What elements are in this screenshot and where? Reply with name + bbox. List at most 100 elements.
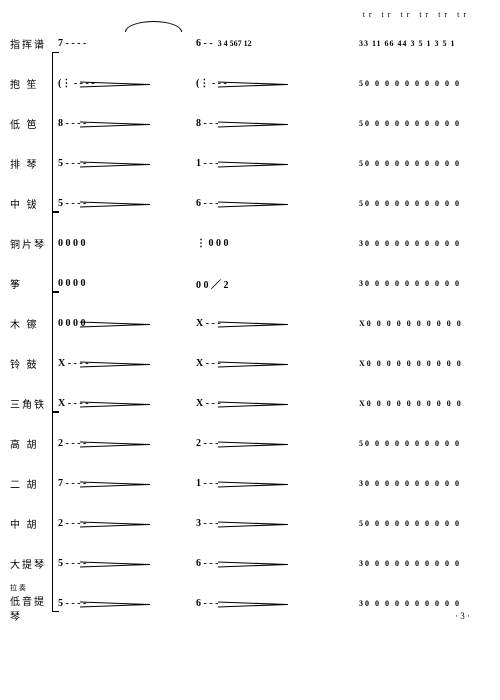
instr-label: 拉奏低音提琴 (10, 583, 50, 623)
notes: 50 0 0 0 0 0 0 0 0 0 (359, 519, 461, 528)
hairpin (80, 561, 150, 567)
segment-2: X - - - (188, 398, 351, 409)
staff: 5 - - - -6 - - -30 0 0 0 0 0 0 0 0 0 (50, 543, 500, 583)
hairpin (218, 521, 288, 527)
segment-1: 5 - - - - (50, 158, 188, 169)
notes: 30 0 0 0 0 0 0 0 0 0 (359, 279, 461, 288)
segment-1: 5 - - - - (50, 198, 188, 209)
group-bracket (52, 52, 59, 212)
segment-2: 3 - - - (188, 518, 351, 529)
instr-label: 铃 鼓 (10, 356, 50, 371)
segment-1: 2 - - - - (50, 518, 188, 529)
instr-label: 指挥谱 (10, 36, 50, 51)
rows-container: 抱 笙(⋮ - - - -(⋮ - - -50 0 0 0 0 0 0 0 0 … (10, 63, 490, 623)
instrument-row: 木 镲0 0 0 0X - - -X0 0 0 0 0 0 0 0 0 0 (10, 303, 490, 343)
staff: 8 - - - -8 - - - 50 0 0 0 0 0 0 0 0 0 (50, 103, 500, 143)
segment-2: ⋮ 0 0 0 (188, 238, 351, 249)
instr-label: 中 胡 (10, 516, 50, 531)
notes: X - - - (196, 358, 221, 369)
hairpin (80, 601, 150, 607)
instrument-row: 铃 鼓X - - - -X - - -X0 0 0 0 0 0 0 0 0 0 (10, 343, 490, 383)
instr-label: 铜片琴 (10, 236, 50, 251)
notes: 1 - - - (196, 478, 219, 489)
notes: X0 0 0 0 0 0 0 0 0 0 (359, 319, 463, 328)
group-bracket (52, 212, 59, 292)
page-number: · 3 · (455, 611, 470, 621)
instrument-row: 中 钹5 - - - -6 - - -50 0 0 0 0 0 0 0 0 0 (10, 183, 490, 223)
segment-2: 6 - - - (188, 558, 351, 569)
segment-2: (⋮ - - - (188, 78, 351, 89)
technique-note: 拉奏 (10, 583, 50, 593)
instr-label: 高 胡 (10, 436, 50, 451)
segment-2: 1 - - - (188, 478, 351, 489)
notes: X - - - (196, 318, 221, 329)
notes: 50 0 0 0 0 0 0 0 0 0 (359, 159, 461, 168)
group-bracket (52, 412, 59, 612)
notes-post: 3 4 567 12 (218, 39, 252, 48)
notes: X - - - (196, 398, 221, 409)
segment-1: 8 - - - - (50, 118, 188, 129)
notes: 0 0 0 0 (58, 238, 86, 249)
segment-2: X - - - (188, 358, 351, 369)
segment-1: 0 0 0 0 (50, 238, 188, 249)
instr-label: 排 琴 (10, 156, 50, 171)
segment-1: 5 - - - - (50, 598, 188, 609)
segment-1: 0 0 0 0 (50, 278, 188, 289)
hairpin (218, 561, 288, 567)
hairpin (218, 361, 288, 367)
staff: 2 - - - - 3 - - - 50 0 0 0 0 0 0 0 0 0 (50, 503, 500, 543)
hairpin (80, 81, 150, 87)
staff: 5 - - - - 6 - - - 30 0 0 0 0 0 0 0 0 0 (50, 583, 500, 623)
instr-label: 抱 笙 (10, 76, 50, 91)
segment-1: 5 - - - - (50, 558, 188, 569)
notes: 50 0 0 0 0 0 0 0 0 0 (359, 119, 461, 128)
hairpin (218, 601, 288, 607)
hairpin (218, 81, 288, 87)
instrument-row: 高 胡2 - - - - 2 - - - 50 0 0 0 0 0 0 0 0 0 (10, 423, 490, 463)
segment-1: 2 - - - - (50, 438, 188, 449)
top-marks: tr tr tr tr tr tr (10, 10, 490, 19)
notes: 50 0 0 0 0 0 0 0 0 0 (359, 439, 461, 448)
notes: 6 - - - (196, 598, 219, 609)
staff: X - - - -X - - -X0 0 0 0 0 0 0 0 0 0 (50, 343, 500, 383)
instrument-row: 中 胡2 - - - - 3 - - - 50 0 0 0 0 0 0 0 0 0 (10, 503, 490, 543)
notes: 6 - - - (196, 198, 219, 209)
hairpin (218, 441, 288, 447)
instrument-row: 二 胡7 - - - -1 - - -30 0 0 0 0 0 0 0 0 0 (10, 463, 490, 503)
segment-3: X0 0 0 0 0 0 0 0 0 0 (351, 399, 500, 408)
header-row: 指挥谱 7 - - - - 6 - - 3 4 567 12 33 11 66 … (10, 23, 490, 63)
notes: 30 0 0 0 0 0 0 0 0 0 (359, 599, 461, 608)
segment-3: 30 0 0 0 0 0 0 0 0 0 (351, 599, 500, 608)
notes: 30 0 0 0 0 0 0 0 0 0 (359, 479, 461, 488)
segment-3: 30 0 0 0 0 0 0 0 0 0 (351, 239, 500, 248)
segment-3: 50 0 0 0 0 0 0 0 0 0 (351, 159, 500, 168)
notes: 7 - - - - (58, 38, 86, 49)
segment-2: 6 - - - (188, 198, 351, 209)
notes: 2 - - - (196, 438, 219, 449)
staff: X - - - - X - - - X0 0 0 0 0 0 0 0 0 0 (50, 383, 500, 423)
notes: 50 0 0 0 0 0 0 0 0 0 (359, 199, 461, 208)
notes: 0 0 ／ 2 (196, 276, 229, 291)
staff: 0 0 0 0 X - - - X0 0 0 0 0 0 0 0 0 0 (50, 303, 500, 343)
group-bracket (52, 292, 59, 412)
segment-3: X0 0 0 0 0 0 0 0 0 0 (351, 319, 500, 328)
hairpin (80, 201, 150, 207)
staff: 0 0 0 0 0 0 ／ 2 30 0 0 0 0 0 0 0 0 0 (50, 263, 500, 303)
hairpin (218, 161, 288, 167)
segment-1: 7 - - - - (50, 38, 188, 49)
staff: 0 0 0 0 ⋮ 0 0 030 0 0 0 0 0 0 0 0 0 (50, 223, 500, 263)
instrument-row: 排 琴5 - - - -1 - - - 50 0 0 0 0 0 0 0 0 0 (10, 143, 490, 183)
segment-3: 30 0 0 0 0 0 0 0 0 0 (351, 559, 500, 568)
segment-3: 50 0 0 0 0 0 0 0 0 0 (351, 119, 500, 128)
segment-2: 2 - - - (188, 438, 351, 449)
segment-1: X - - - - (50, 398, 188, 409)
segment-2: 1 - - - (188, 158, 351, 169)
segment-2: 8 - - - (188, 118, 351, 129)
segment-2: X - - - (188, 318, 351, 329)
hairpin (80, 401, 150, 407)
hairpin (80, 161, 150, 167)
notes: 3 - - - (196, 518, 219, 529)
instrument-row: 大提琴5 - - - -6 - - -30 0 0 0 0 0 0 0 0 0 (10, 543, 490, 583)
segment-2: 0 0 ／ 2 (188, 276, 351, 291)
segment-1: 0 0 0 0 (50, 318, 188, 329)
